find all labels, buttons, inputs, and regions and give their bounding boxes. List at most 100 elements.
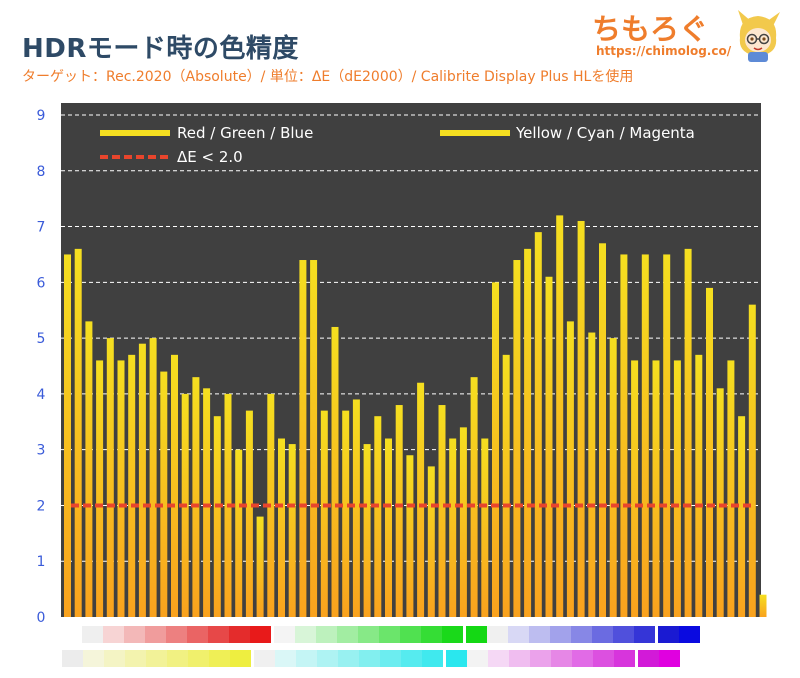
legend-label: ΔE < 2.0: [177, 148, 243, 166]
site-logo[interactable]: ちもろぐ https://chimolog.co/: [592, 6, 782, 64]
bar: [695, 354, 703, 617]
color-swatch: [593, 650, 614, 667]
bar: [352, 399, 360, 617]
bar: [513, 260, 521, 617]
color-swatch: [422, 650, 443, 667]
legend-label: Yellow / Cyan / Magenta: [515, 124, 695, 142]
legend: Red / Green / Blue Yellow / Cyan / Magent…: [100, 124, 695, 166]
bar: [620, 254, 628, 617]
bar: [128, 354, 136, 617]
bar: [385, 438, 392, 617]
color-swatch: [295, 626, 316, 643]
bar: [577, 220, 585, 617]
color-swatch: [614, 650, 635, 667]
bar: [320, 410, 328, 617]
logo-text: ちもろぐ: [592, 12, 709, 46]
bar: [85, 321, 93, 617]
bar: [406, 455, 414, 617]
bar: [117, 360, 125, 617]
bar: [363, 444, 371, 617]
bar: [481, 438, 489, 617]
color-swatch: [104, 650, 125, 667]
color-swatches: [62, 626, 700, 667]
color-swatch: [508, 626, 529, 643]
color-swatch: [250, 626, 271, 643]
color-swatch: [125, 650, 146, 667]
color-swatch: [338, 650, 359, 667]
color-swatch: [146, 650, 167, 667]
y-tick-label: 7: [37, 220, 46, 236]
bar: [438, 405, 446, 617]
bar: [331, 326, 339, 617]
color-swatch: [446, 650, 467, 667]
color-swatch: [592, 626, 613, 643]
bar: [64, 254, 71, 617]
bar: [716, 388, 724, 617]
y-tick-label: 2: [37, 498, 46, 514]
y-tick-label: 3: [37, 443, 46, 459]
bar: [641, 254, 649, 617]
bar: [663, 254, 671, 617]
bar: [492, 282, 499, 617]
color-swatch: [208, 626, 229, 643]
color-swatch: [379, 626, 400, 643]
bar: [524, 248, 532, 617]
bar: [278, 438, 285, 617]
color-swatch: [83, 650, 104, 667]
bar: [556, 215, 564, 617]
bar: [374, 416, 382, 617]
color-swatch: [658, 626, 679, 643]
bar: [427, 466, 435, 617]
bar: [96, 360, 104, 617]
chart-subtitle: ターゲット：Rec.2020（Absolute）/ 単位：ΔE（dE2000）/…: [22, 69, 634, 85]
bar: [192, 377, 200, 617]
bar: [449, 438, 457, 617]
color-swatch: [337, 626, 358, 643]
y-axis: 0 1 2 3 4 5 6 7 8 9: [37, 108, 46, 626]
color-swatch: [488, 650, 509, 667]
logo-url: https://chimolog.co/: [596, 44, 732, 58]
bar: [74, 248, 82, 617]
color-swatch: [187, 626, 208, 643]
bar: [545, 276, 553, 617]
color-swatch: [659, 650, 680, 667]
bar: [417, 382, 425, 617]
color-swatch: [529, 626, 550, 643]
bar: [727, 360, 735, 617]
color-swatch: [103, 626, 124, 643]
bar: [256, 516, 264, 617]
bar: [171, 354, 178, 617]
color-swatch: [613, 626, 634, 643]
bar: [566, 321, 574, 617]
bar: [470, 377, 478, 617]
legend-label: Red / Green / Blue: [177, 124, 313, 142]
bar: [395, 405, 403, 617]
bar: [599, 243, 606, 618]
color-swatch: [467, 650, 488, 667]
bar: [748, 304, 756, 617]
color-swatch: [380, 650, 401, 667]
bar: [310, 260, 318, 617]
bar: [652, 360, 660, 617]
bar: [759, 594, 767, 617]
bar: [160, 371, 168, 617]
bar: [738, 416, 746, 617]
color-swatch: [296, 650, 317, 667]
y-tick-label: 4: [37, 387, 46, 403]
color-swatch: [509, 650, 530, 667]
y-tick-label: 0: [37, 610, 46, 626]
bar: [588, 332, 596, 617]
y-tick-label: 1: [37, 554, 46, 570]
bar: [203, 388, 211, 617]
bar: [149, 338, 157, 617]
y-tick-label: 8: [37, 164, 46, 180]
color-swatch: [167, 650, 188, 667]
color-swatch: [82, 626, 103, 643]
color-swatch: [209, 650, 230, 667]
color-swatch: [401, 650, 422, 667]
color-swatch: [638, 650, 659, 667]
y-tick-label: 6: [37, 275, 46, 291]
color-swatch: [275, 650, 296, 667]
bar: [631, 360, 639, 617]
color-swatch: [487, 626, 508, 643]
